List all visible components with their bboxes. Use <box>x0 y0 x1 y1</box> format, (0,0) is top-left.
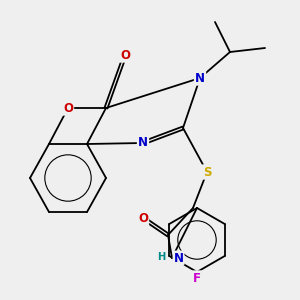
Text: H: H <box>157 252 165 262</box>
Text: S: S <box>203 166 211 178</box>
Text: F: F <box>193 272 201 284</box>
Text: N: N <box>195 71 205 85</box>
Text: O: O <box>120 49 130 62</box>
Text: N: N <box>173 251 184 265</box>
Text: O: O <box>138 212 148 224</box>
Text: O: O <box>63 101 73 115</box>
Text: N: N <box>138 136 148 149</box>
